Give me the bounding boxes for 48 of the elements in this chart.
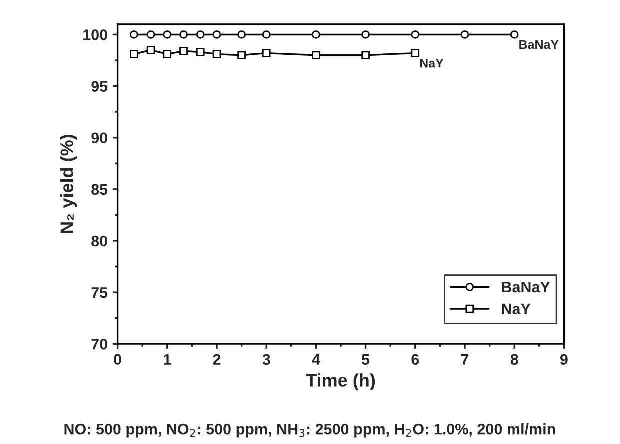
legend-label: BaNaY bbox=[502, 282, 550, 293]
point bbox=[163, 30, 172, 39]
x-tick-label: 5 bbox=[362, 354, 370, 366]
legend-label: NaY bbox=[502, 304, 531, 315]
y-tick-label: 95 bbox=[92, 81, 108, 92]
x-tick-label: 7 bbox=[461, 354, 469, 365]
text: NO: 500 ppm, NO$_{2}$: 500 ppm, NH$_{3}$: 2500 ppm, H$_{2}$O: 1.0%, 200 ml/min bbox=[64, 424, 556, 438]
x-tick-label: 0 bbox=[114, 354, 122, 366]
point bbox=[212, 50, 222, 58]
point bbox=[163, 50, 172, 58]
x-tick-label: 1 bbox=[164, 354, 172, 365]
x-tick-label: 2 bbox=[213, 354, 221, 365]
point bbox=[510, 30, 519, 39]
point bbox=[362, 51, 370, 60]
point bbox=[212, 30, 222, 39]
point bbox=[411, 49, 420, 58]
x-axis-title: Time (h) bbox=[306, 374, 376, 390]
x-tick-label: 9 bbox=[560, 354, 568, 366]
point bbox=[180, 30, 188, 39]
y-tick-label: 70 bbox=[92, 338, 108, 350]
point bbox=[130, 50, 138, 58]
point bbox=[196, 48, 205, 56]
y-tick-label: 100 bbox=[84, 30, 108, 40]
point bbox=[262, 49, 271, 58]
point bbox=[130, 30, 138, 39]
annotation: NaY bbox=[420, 59, 444, 68]
point bbox=[238, 30, 246, 39]
x-tick-label: 6 bbox=[412, 354, 420, 366]
annotation: BaNaY bbox=[520, 40, 559, 50]
y-tick-label: 75 bbox=[92, 288, 108, 298]
x-tick-label: 4 bbox=[312, 354, 320, 365]
y-tick-label: 85 bbox=[92, 184, 108, 196]
y-tick-label: 80 bbox=[92, 236, 108, 247]
x-tick-label: 3 bbox=[262, 354, 270, 366]
point bbox=[460, 30, 470, 39]
point bbox=[146, 46, 156, 54]
point bbox=[312, 51, 320, 60]
x-tick-label: 8 bbox=[510, 354, 518, 366]
point bbox=[362, 30, 370, 39]
point bbox=[180, 47, 188, 56]
point bbox=[411, 30, 420, 39]
point bbox=[146, 30, 156, 39]
point bbox=[312, 30, 320, 39]
point bbox=[262, 30, 271, 39]
point bbox=[238, 51, 246, 60]
y-tick-label: 90 bbox=[92, 132, 108, 144]
y-axis-title: N₂ yield (%) bbox=[60, 134, 78, 234]
point bbox=[196, 30, 205, 39]
